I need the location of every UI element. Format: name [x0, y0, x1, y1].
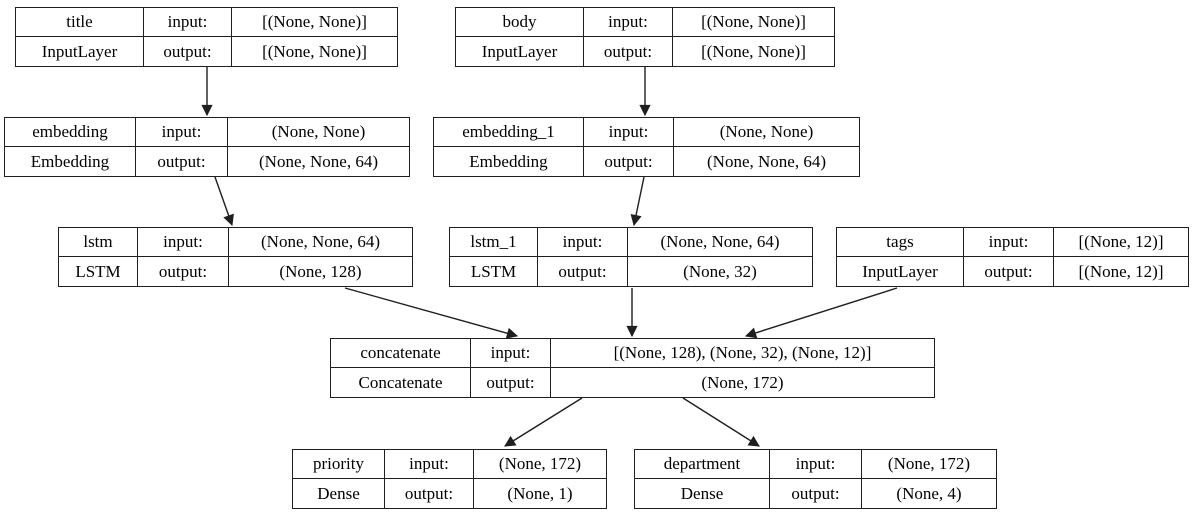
layer-name: priority [293, 450, 385, 479]
output-label: output: [136, 147, 228, 176]
edge-lstm-concatenate [344, 287, 519, 339]
input-shape: [(None, None)] [673, 8, 834, 37]
input-label: input: [385, 450, 474, 479]
input-shape: (None, None) [228, 118, 409, 147]
output-shape: [(None, 12)] [1078, 261, 1164, 281]
edge-embedding_1-lstm_1 [630, 176, 645, 227]
input-label: input: [964, 228, 1054, 257]
input-label: input: [136, 118, 228, 147]
output-label: output: [138, 257, 229, 286]
output-shape: [(None, None)] [701, 41, 806, 61]
input-label: input: [138, 228, 229, 257]
output-label: output: [584, 37, 673, 66]
output-shape: (None, 4) [896, 483, 962, 503]
output-shape: (None, 128) [279, 261, 362, 281]
layer-name: department [635, 450, 770, 479]
input-shape: (None, None, 64) [229, 228, 412, 257]
edge-concatenate-department [682, 397, 760, 447]
input-shape: (None, 172) [862, 450, 996, 479]
layer-name: lstm [59, 228, 138, 257]
input-shape: (None, 172) [474, 450, 606, 479]
node-title-inputlayer: title input: [(None, None)] InputLayer o… [15, 7, 398, 67]
edge-concatenate-priority [504, 397, 583, 447]
input-label: input: [584, 118, 674, 147]
output-label: output: [385, 479, 474, 508]
input-label: input: [770, 450, 862, 479]
layer-name: lstm_1 [450, 228, 538, 257]
input-label: input: [144, 8, 232, 37]
layer-type: InputLayer [837, 257, 964, 286]
input-label: input: [471, 339, 551, 368]
output-label: output: [964, 257, 1054, 286]
layer-type: Dense [293, 479, 385, 508]
edge-embedding-lstm [214, 176, 234, 227]
node-priority-dense: priority input: (None, 172) Dense output… [292, 449, 607, 509]
output-shape: (None, 1) [507, 483, 573, 503]
output-shape: [(None, None)] [262, 41, 367, 61]
layer-name: tags [837, 228, 964, 257]
layer-type: Concatenate [331, 368, 471, 397]
output-label: output: [144, 37, 232, 66]
output-shape: (None, 172) [701, 372, 784, 392]
layer-type: Embedding [5, 147, 136, 176]
layer-type: Dense [635, 479, 770, 508]
node-lstm_1: lstm_1 input: (None, None, 64) LSTM outp… [449, 227, 813, 287]
layer-type: LSTM [450, 257, 538, 286]
input-shape: [(None, 128), (None, 32), (None, 12)] [551, 339, 934, 368]
layer-name: body [456, 8, 584, 37]
layer-name: title [16, 8, 144, 37]
input-shape: [(None, None)] [232, 8, 397, 37]
output-label: output: [471, 368, 551, 397]
input-shape: (None, None) [674, 118, 859, 147]
input-label: input: [538, 228, 628, 257]
layer-type: Embedding [434, 147, 584, 176]
node-embedding: embedding input: (None, None) Embedding … [4, 117, 410, 177]
output-label: output: [538, 257, 628, 286]
node-body-inputlayer: body input: [(None, None)] InputLayer ou… [455, 7, 835, 67]
layer-type: LSTM [59, 257, 138, 286]
node-concatenate: concatenate input: [(None, 128), (None, … [330, 338, 935, 398]
node-department-dense: department input: (None, 172) Dense outp… [634, 449, 997, 509]
edge-tags-concatenate [744, 287, 898, 339]
node-lstm: lstm input: (None, None, 64) LSTM output… [58, 227, 413, 287]
layer-name: embedding [5, 118, 136, 147]
output-shape: (None, None, 64) [707, 151, 826, 171]
output-label: output: [584, 147, 674, 176]
node-tags-inputlayer: tags input: [(None, 12)] InputLayer outp… [836, 227, 1189, 287]
output-shape: (None, 32) [683, 261, 757, 281]
layer-name: concatenate [331, 339, 471, 368]
input-shape: [(None, 12)] [1054, 228, 1188, 257]
node-embedding_1: embedding_1 input: (None, None) Embeddin… [433, 117, 860, 177]
layer-type: InputLayer [456, 37, 584, 66]
layer-type: InputLayer [16, 37, 144, 66]
input-label: input: [584, 8, 673, 37]
input-shape: (None, None, 64) [628, 228, 812, 257]
output-shape: (None, None, 64) [259, 151, 378, 171]
output-label: output: [770, 479, 862, 508]
layer-name: embedding_1 [434, 118, 584, 147]
